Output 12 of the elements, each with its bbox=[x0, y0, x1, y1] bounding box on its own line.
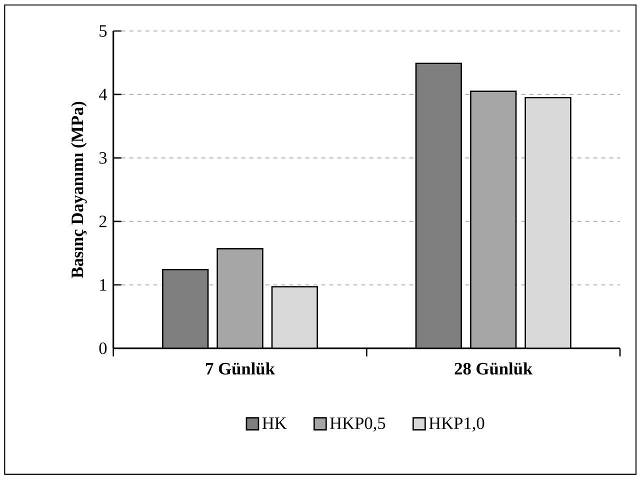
legend-label: HKP1,0 bbox=[429, 417, 484, 432]
y-tick-label: 2 bbox=[99, 216, 106, 228]
x-tick-label: 7 Günlük bbox=[206, 362, 275, 375]
y-tick-label: 0 bbox=[99, 342, 107, 354]
y-tick-label: 3 bbox=[99, 152, 107, 164]
x-tick-label: 28 Günlük bbox=[454, 362, 533, 375]
legend-label: HK bbox=[262, 417, 287, 429]
y-tick-label: 4 bbox=[98, 88, 108, 100]
legend-label: HKP0,5 bbox=[330, 417, 386, 432]
y-tick-label: 5 bbox=[100, 25, 107, 37]
y-axis-title: Basınç Dayanımı (MPa) bbox=[71, 102, 87, 278]
y-tick-label: 1 bbox=[100, 279, 106, 291]
